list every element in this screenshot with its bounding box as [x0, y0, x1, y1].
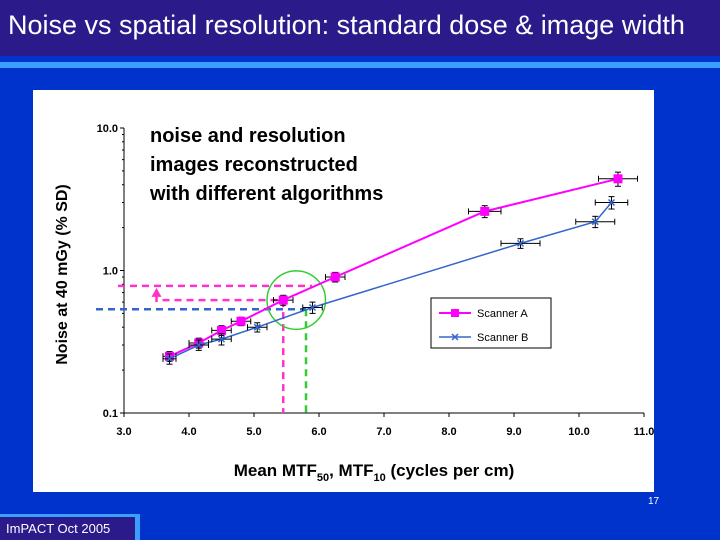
data-point — [308, 303, 317, 312]
annotation-line: noise and resolution — [150, 125, 346, 147]
legend-box — [430, 297, 552, 349]
y-axis-label: Noise at 40 mGy (% SD) — [54, 184, 71, 365]
x-tick-label: 10.0 — [568, 426, 589, 438]
y-tick-label: 10.0 — [97, 123, 118, 135]
x-tick-label: 3.0 — [116, 426, 131, 438]
data-point — [330, 272, 340, 282]
footer-label: ImPACT Oct 2005 — [6, 521, 111, 536]
x-tick-label: 11.0 — [634, 426, 654, 438]
noise-resolution-chart: 3.0 4.0 5.0 6.0 7.0 8.0 9.0 10.0 11.0 0.1 1.0 10.0 S… — [54, 123, 654, 484]
slide-title: Noise vs spatial resolution: standard do… — [8, 10, 685, 40]
legend-label: Scanner B — [477, 332, 528, 344]
chart-panel: 3.0 4.0 5.0 6.0 7.0 8.0 9.0 10.0 11.0 0.1 1.0 10.0 S… — [33, 90, 654, 492]
x-tick-label: 9.0 — [506, 426, 521, 438]
x-tick-label: 4.0 — [181, 426, 196, 438]
data-point — [217, 335, 226, 343]
title-bar: Noise vs spatial resolution: standard do… — [0, 0, 720, 56]
title-underline — [0, 62, 720, 68]
data-point — [480, 206, 490, 216]
x-tick-label: 7.0 — [376, 426, 391, 438]
data-point — [253, 323, 261, 331]
page-number: 17 — [648, 496, 660, 507]
y-tick-label: 0.1 — [103, 408, 118, 420]
data-point — [278, 295, 288, 305]
legend-label: Scanner A — [477, 308, 528, 320]
data-point — [195, 341, 203, 349]
highlight-circle — [266, 270, 327, 331]
legend-marker — [451, 309, 459, 317]
series-line — [169, 202, 613, 360]
data-point — [607, 198, 616, 207]
x-axis-label-part: (cycles per cm) — [386, 461, 515, 480]
x-axis-label-part: Mean MTF — [234, 461, 317, 480]
x-axis-label: Mean MTF50, MTF10 (cycles per cm) — [234, 461, 515, 484]
data-point — [613, 174, 623, 184]
data-point — [591, 218, 599, 226]
legend: Scanner A Scanner B — [430, 297, 552, 349]
legend-marker — [451, 333, 459, 341]
x-axis-label-subscript: 10 — [373, 472, 385, 484]
x-axis-label-subscript: 50 — [317, 472, 329, 484]
x-tick-label: 5.0 — [246, 426, 261, 438]
data-point — [236, 316, 246, 326]
x-tick-label: 6.0 — [311, 426, 326, 438]
data-point — [217, 325, 226, 335]
x-tick-label: 8.0 — [441, 426, 456, 438]
data-point — [516, 239, 525, 247]
y-tick-label: 1.0 — [103, 266, 118, 278]
series-scanner-b — [162, 196, 629, 365]
x-axis-label-part: , MTF — [329, 461, 373, 480]
data-point — [165, 355, 174, 363]
arrow-head — [151, 287, 162, 297]
annotation-line: images reconstructed — [150, 154, 358, 176]
footer-bar: ImPACT Oct 2005 — [0, 514, 140, 540]
annotation-line: with different algorithms — [149, 183, 383, 205]
